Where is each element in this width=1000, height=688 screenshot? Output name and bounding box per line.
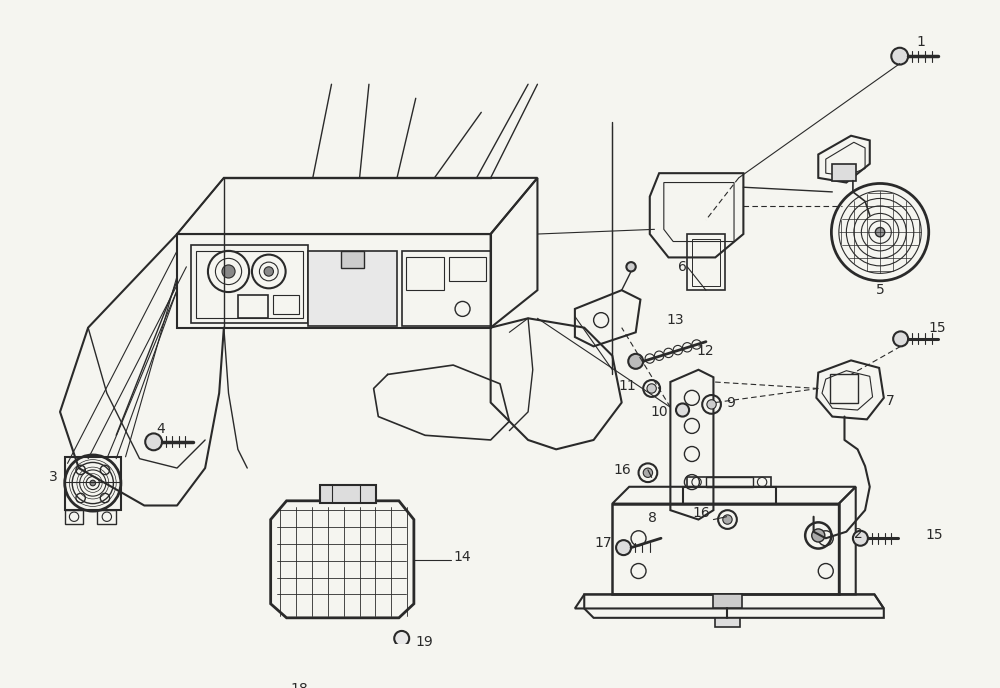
Circle shape	[676, 403, 689, 416]
Text: 7: 7	[886, 394, 894, 408]
Polygon shape	[324, 667, 361, 688]
Text: 5: 5	[876, 283, 884, 297]
Circle shape	[90, 480, 96, 486]
Circle shape	[707, 400, 716, 409]
Circle shape	[264, 267, 273, 276]
Text: 14: 14	[453, 550, 471, 564]
Text: 3: 3	[49, 471, 58, 484]
Circle shape	[394, 631, 409, 646]
Text: 19: 19	[416, 635, 434, 649]
Text: 9: 9	[727, 396, 735, 409]
Text: 18: 18	[290, 682, 308, 688]
Text: 17: 17	[595, 536, 612, 550]
Bar	[715, 618, 740, 627]
Bar	[830, 374, 858, 402]
Text: 13: 13	[667, 313, 684, 327]
Text: 8: 8	[648, 510, 657, 525]
Text: 11: 11	[618, 378, 636, 393]
Circle shape	[875, 228, 885, 237]
Circle shape	[616, 540, 631, 555]
Circle shape	[723, 515, 732, 524]
Text: 10: 10	[651, 405, 668, 419]
Polygon shape	[308, 251, 397, 325]
Text: 6: 6	[678, 260, 687, 274]
Circle shape	[145, 433, 162, 450]
Circle shape	[628, 354, 643, 369]
Bar	[706, 477, 753, 487]
Circle shape	[626, 262, 636, 272]
Text: 1: 1	[917, 35, 926, 49]
Bar	[832, 164, 856, 181]
Text: 15: 15	[926, 528, 944, 542]
Circle shape	[643, 468, 653, 477]
Bar	[713, 594, 742, 608]
Text: 16: 16	[693, 506, 711, 520]
Bar	[341, 251, 364, 268]
Text: 2: 2	[854, 526, 863, 541]
Polygon shape	[320, 485, 376, 503]
Text: 4: 4	[157, 422, 166, 436]
Circle shape	[853, 530, 868, 546]
Circle shape	[222, 265, 235, 278]
Text: 12: 12	[697, 344, 714, 358]
Circle shape	[891, 47, 908, 65]
Text: 15: 15	[929, 321, 946, 334]
Circle shape	[812, 529, 825, 542]
Circle shape	[893, 332, 908, 346]
Bar	[395, 660, 408, 669]
Circle shape	[647, 384, 656, 393]
Text: 16: 16	[613, 463, 631, 477]
